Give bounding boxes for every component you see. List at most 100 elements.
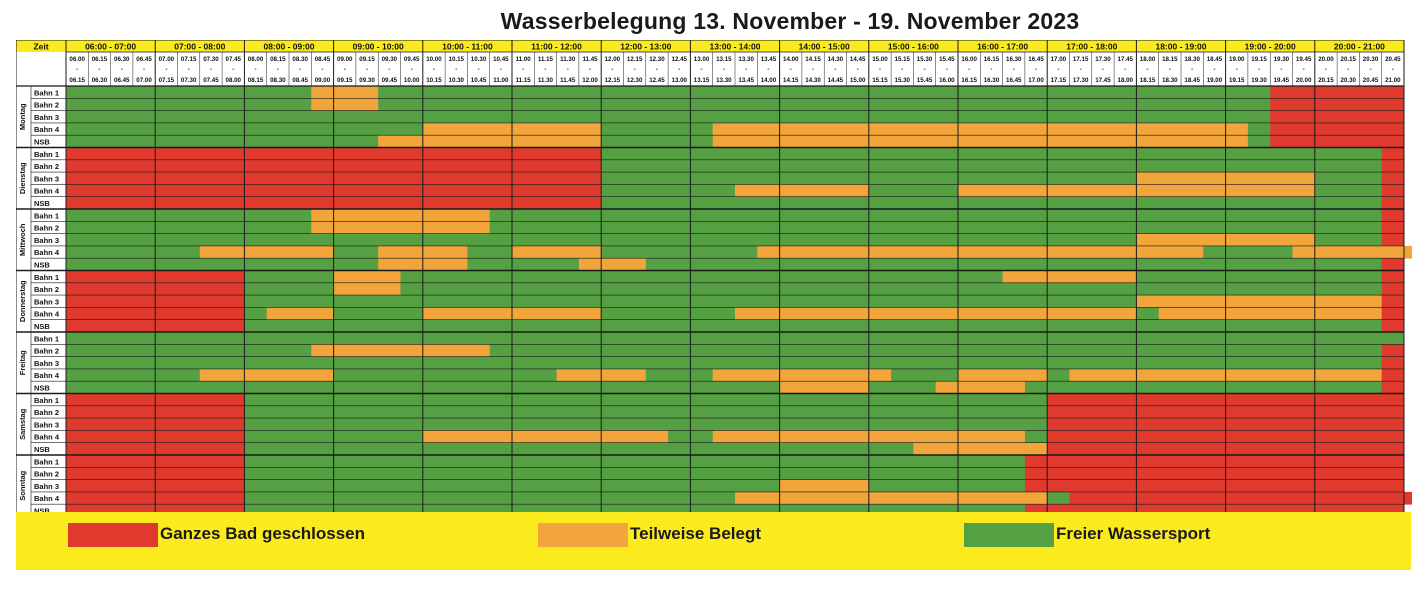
slot-start-label: 13.15 bbox=[716, 56, 732, 63]
slot-end-label: 15.15 bbox=[872, 77, 888, 84]
schedule-cell bbox=[66, 135, 379, 148]
slot-dash: - bbox=[879, 66, 881, 73]
schedule-cell bbox=[601, 159, 1383, 173]
schedule-cell bbox=[66, 332, 1405, 345]
schedule-cell bbox=[1381, 270, 1405, 284]
slot-dash: - bbox=[946, 66, 948, 73]
slot-start-label: 12.45 bbox=[672, 56, 688, 63]
slot-dash: - bbox=[76, 66, 78, 73]
schedule-cell bbox=[1292, 245, 1383, 259]
day-label: Montag bbox=[18, 103, 27, 130]
schedule-cell bbox=[868, 479, 1026, 493]
slot-start-label: 07.30 bbox=[203, 56, 219, 63]
lane-label: Bahn 2 bbox=[34, 101, 59, 110]
slot-end-label: 07.00 bbox=[136, 77, 152, 84]
slot-start-label: 19.15 bbox=[1251, 56, 1267, 63]
slot-start-label: 14.00 bbox=[783, 56, 799, 63]
schedule-cell bbox=[311, 98, 334, 111]
slot-dash: - bbox=[611, 66, 613, 73]
slot-start-label: 15.45 bbox=[939, 56, 955, 63]
slot-end-label: 13.30 bbox=[716, 77, 732, 84]
schedule-cell bbox=[601, 184, 736, 198]
day-label: Samstag bbox=[18, 408, 27, 440]
schedule-cell bbox=[66, 209, 312, 222]
day-label: Mittwoch bbox=[18, 223, 27, 256]
lane-label: Bahn 4 bbox=[34, 125, 60, 134]
lane-label: Bahn 4 bbox=[34, 494, 60, 503]
slot-start-label: 11.30 bbox=[560, 56, 576, 63]
slot-start-label: 15.30 bbox=[917, 56, 933, 63]
slot-start-label: 10.30 bbox=[471, 56, 487, 63]
slot-start-label: 12.15 bbox=[627, 56, 643, 63]
schedule-cell bbox=[779, 381, 870, 394]
slot-end-label: 21.00 bbox=[1385, 77, 1401, 84]
schedule-cell bbox=[66, 245, 201, 259]
slot-end-label: 07.15 bbox=[159, 77, 175, 84]
slot-dash: - bbox=[321, 66, 323, 73]
schedule-cell bbox=[1024, 467, 1405, 480]
lane-label: Bahn 3 bbox=[34, 482, 59, 491]
schedule-cell bbox=[1381, 172, 1405, 185]
slot-start-label: 14.15 bbox=[805, 56, 821, 63]
slot-start-label: 10.45 bbox=[493, 56, 509, 63]
zeit-label: Zeit bbox=[33, 42, 48, 52]
schedule-cell bbox=[1047, 368, 1070, 382]
slot-start-label: 10.00 bbox=[426, 56, 442, 63]
hour-label: 07:00 - 08:00 bbox=[174, 42, 225, 52]
slot-end-label: 08.45 bbox=[292, 77, 308, 84]
slot-dash: - bbox=[433, 66, 435, 73]
schedule-cell bbox=[1002, 270, 1137, 284]
schedule-cell bbox=[735, 307, 1137, 321]
slot-end-label: 13.45 bbox=[738, 77, 754, 84]
slot-start-label: 20.15 bbox=[1341, 56, 1357, 63]
schedule-cell bbox=[378, 135, 424, 148]
slot-end-label: 10.15 bbox=[426, 77, 442, 84]
slot-dash: - bbox=[678, 66, 680, 73]
schedule-cell bbox=[891, 368, 959, 382]
schedule-cell bbox=[244, 504, 1026, 512]
schedule-cell bbox=[311, 344, 491, 357]
slot-start-label: 06.45 bbox=[136, 56, 152, 63]
hour-label: 17:00 - 18:00 bbox=[1066, 42, 1117, 52]
slot-dash: - bbox=[1280, 66, 1282, 73]
day-label-cell bbox=[16, 270, 66, 332]
slot-dash: - bbox=[567, 66, 569, 73]
schedule-cell bbox=[779, 479, 870, 493]
slot-end-label: 16.30 bbox=[984, 77, 1000, 84]
grid-lines bbox=[16, 40, 1405, 512]
legend-swatch-partial bbox=[538, 523, 628, 547]
slot-end-label: 15.00 bbox=[850, 77, 866, 84]
slot-dash: - bbox=[1124, 66, 1126, 73]
slot-dash: - bbox=[723, 66, 725, 73]
schedule-cell bbox=[311, 209, 491, 222]
lane-label: NSB bbox=[34, 138, 50, 147]
schedule-cell bbox=[601, 307, 736, 321]
slot-dash: - bbox=[1258, 66, 1260, 73]
schedule-cell bbox=[489, 221, 1383, 234]
lane-label: Bahn 1 bbox=[34, 457, 59, 466]
lane-label: Bahn 3 bbox=[34, 420, 59, 429]
slot-dash: - bbox=[656, 66, 658, 73]
slot-end-label: 12.30 bbox=[627, 77, 643, 84]
schedule-cell bbox=[1314, 172, 1383, 185]
slot-end-label: 12.15 bbox=[605, 77, 621, 84]
slot-end-label: 19.45 bbox=[1274, 77, 1290, 84]
slot-end-label: 06.45 bbox=[114, 77, 130, 84]
schedule-cell bbox=[1381, 147, 1405, 161]
schedule-cell bbox=[66, 98, 312, 111]
slot-dash: - bbox=[411, 66, 413, 73]
schedule-cell bbox=[1136, 270, 1383, 284]
slot-dash: - bbox=[1013, 66, 1015, 73]
schedule-cell bbox=[244, 467, 1026, 480]
slot-start-label: 09.30 bbox=[382, 56, 398, 63]
slot-end-label: 14.15 bbox=[783, 77, 799, 84]
slot-start-label: 18.45 bbox=[1207, 56, 1223, 63]
slot-end-label: 08.30 bbox=[270, 77, 286, 84]
lane-label: Bahn 2 bbox=[34, 162, 59, 171]
slot-start-label: 11.45 bbox=[582, 56, 598, 63]
schedule-cell bbox=[333, 307, 424, 321]
slot-start-label: 06.00 bbox=[69, 56, 85, 63]
slot-end-label: 13.00 bbox=[672, 77, 688, 84]
hour-label: 13:00 - 14:00 bbox=[709, 42, 760, 52]
slot-dash: - bbox=[1303, 66, 1305, 73]
